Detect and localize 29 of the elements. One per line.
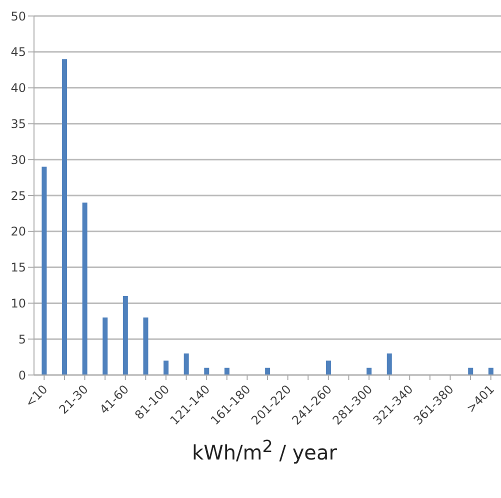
y-tick-label: 10 [10, 296, 26, 310]
bar [488, 368, 494, 375]
y-tick-label: 35 [10, 116, 26, 131]
bar [122, 296, 128, 375]
bar [164, 360, 169, 375]
bar [386, 353, 392, 375]
bar [326, 360, 331, 375]
y-tick-label: 20 [10, 224, 26, 239]
y-tick-label: 50 [10, 9, 26, 24]
y-tick-label: 25 [10, 188, 26, 203]
bar [468, 368, 474, 375]
x-axis-title: kWh/m$^{2}$ / year [191, 437, 338, 465]
bar [143, 318, 148, 375]
bar [102, 318, 108, 375]
y-tick-label: 0 [18, 368, 26, 382]
bar [366, 368, 372, 375]
y-tick-label: 30 [10, 152, 26, 167]
bar [204, 368, 210, 375]
y-tick-label: 5 [18, 332, 26, 346]
bar [184, 353, 189, 375]
bar [42, 166, 47, 375]
y-tick-label: 15 [10, 260, 26, 275]
bar [62, 59, 68, 375]
bar [82, 202, 88, 375]
y-tick-label: 40 [10, 81, 26, 96]
y-tick-label: 45 [10, 45, 26, 60]
bar [265, 368, 270, 375]
bar [224, 368, 230, 375]
x-tick-label: <10 [22, 382, 50, 410]
